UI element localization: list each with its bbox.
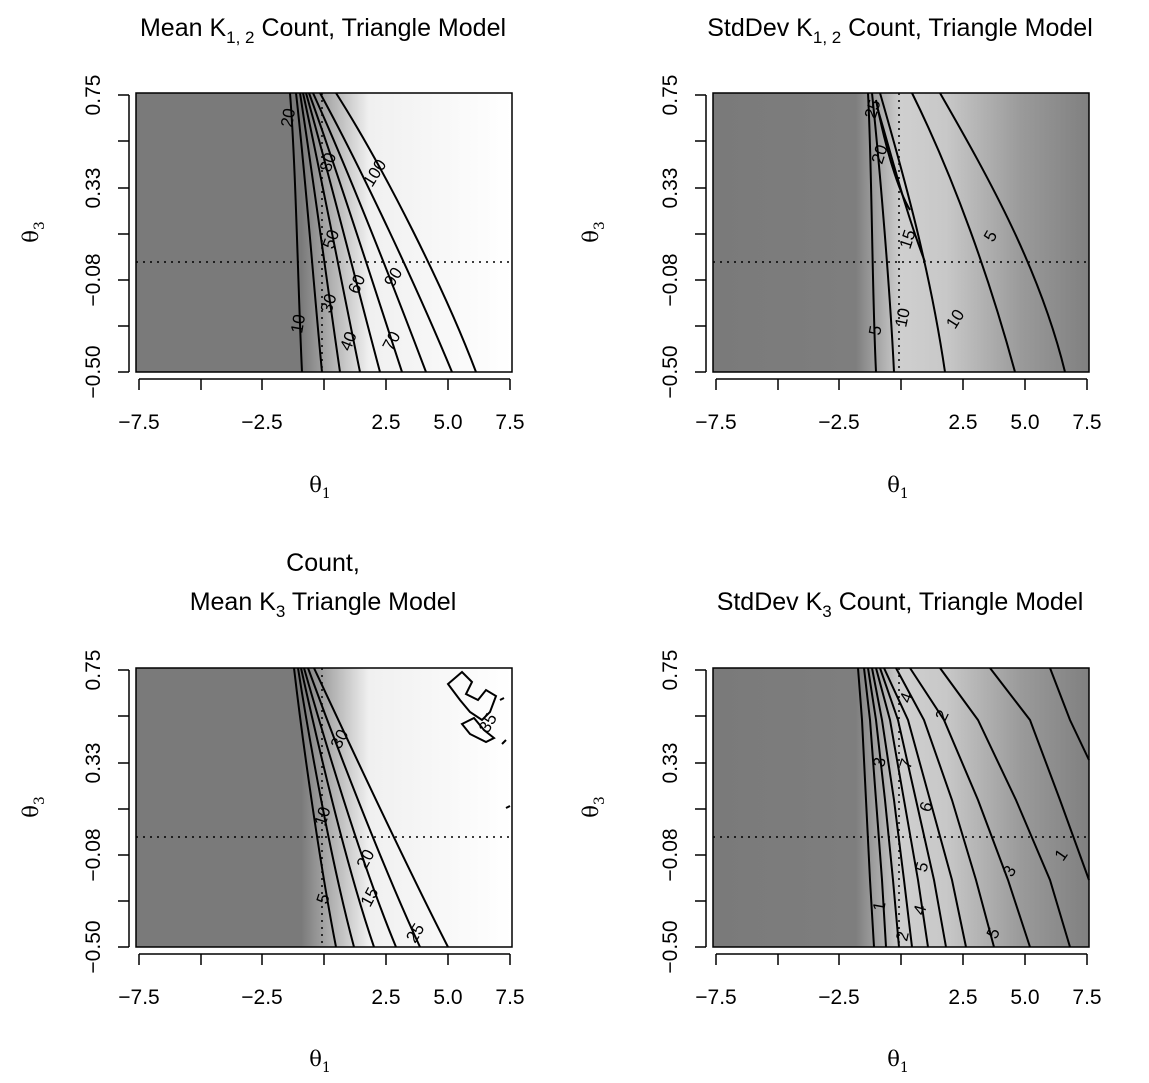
panel-mean-k12: Mean K1, 2 Count, Triangle Model 10 20 3… xyxy=(19,14,525,502)
y-tick-label: −0.50 xyxy=(659,345,682,398)
x-tick-label: 7.5 xyxy=(1072,411,1101,434)
x-axis xyxy=(139,954,510,965)
y-axis-label: θ3 xyxy=(579,221,608,243)
y-tick-label: −0.50 xyxy=(659,920,682,973)
contour-label: 10 xyxy=(891,306,914,328)
x-tick-labels: −7.5 −2.5 2.5 5.0 7.5 xyxy=(695,986,1101,1009)
x-tick-labels: −7.5 −2.5 2.5 5.0 7.5 xyxy=(695,411,1101,434)
y-tick-label: 0.75 xyxy=(82,75,105,116)
panel-title: Mean K3 Triangle Model xyxy=(190,588,457,621)
y-tick-label: −0.08 xyxy=(82,253,105,306)
x-tick-label: −7.5 xyxy=(695,411,736,434)
y-axis-label: θ3 xyxy=(579,796,608,818)
panel-title: Mean K1, 2 Count, Triangle Model xyxy=(140,14,506,47)
x-tick-label: 2.5 xyxy=(371,411,400,434)
x-tick-label: 7.5 xyxy=(1072,986,1101,1009)
y-tick-label: 0.33 xyxy=(82,743,105,784)
x-tick-label: −2.5 xyxy=(241,986,282,1009)
x-tick-label: 5.0 xyxy=(433,986,462,1009)
y-axis xyxy=(118,670,129,947)
x-tick-label: 5.0 xyxy=(1010,411,1039,434)
x-tick-labels: −7.5 −2.5 2.5 5.0 7.5 xyxy=(118,411,524,434)
contour-label: 20 xyxy=(277,107,299,129)
y-tick-label: 0.33 xyxy=(659,168,682,209)
y-tick-labels: 0.75 0.33 −0.08 −0.50 xyxy=(82,75,105,399)
x-tick-labels: −7.5 −2.5 2.5 5.0 7.5 xyxy=(118,986,524,1009)
x-tick-label: 7.5 xyxy=(495,411,524,434)
panel-title: StdDev K3 Count, Triangle Model xyxy=(717,588,1084,621)
x-tick-label: 2.5 xyxy=(371,986,400,1009)
panel-stddev-k12: StdDev K1, 2 Count, Triangle Model 5 10 … xyxy=(579,14,1102,502)
y-tick-label: 0.33 xyxy=(659,743,682,784)
x-axis-label: θ1 xyxy=(887,1047,909,1076)
x-tick-label: 5.0 xyxy=(1010,986,1039,1009)
y-tick-label: −0.08 xyxy=(82,828,105,881)
x-tick-label: −7.5 xyxy=(695,986,736,1009)
y-tick-labels: 0.75 0.33 −0.08 −0.50 xyxy=(82,650,105,974)
x-axis-label: θ1 xyxy=(309,473,331,502)
y-tick-label: 0.75 xyxy=(659,75,682,116)
x-tick-label: 2.5 xyxy=(948,411,977,434)
x-axis xyxy=(716,379,1087,390)
y-axis xyxy=(695,670,706,947)
y-axis-label: θ3 xyxy=(19,221,48,243)
x-axis-label: θ1 xyxy=(887,473,909,502)
x-tick-label: −2.5 xyxy=(818,986,859,1009)
y-axis-label: θ3 xyxy=(19,796,48,818)
x-axis xyxy=(716,954,1087,965)
x-tick-label: 7.5 xyxy=(495,986,524,1009)
x-tick-label: 5.0 xyxy=(433,411,462,434)
y-axis xyxy=(118,95,129,372)
y-tick-label: −0.50 xyxy=(82,920,105,973)
x-tick-label: −7.5 xyxy=(118,986,159,1009)
x-tick-label: 2.5 xyxy=(948,986,977,1009)
y-axis xyxy=(695,95,706,372)
x-tick-label: −7.5 xyxy=(118,411,159,434)
panel-title: StdDev K1, 2 Count, Triangle Model xyxy=(707,14,1093,47)
y-tick-labels: 0.75 0.33 −0.08 −0.50 xyxy=(659,650,682,974)
y-tick-label: −0.50 xyxy=(82,345,105,398)
x-tick-label: −2.5 xyxy=(818,411,859,434)
y-tick-label: −0.08 xyxy=(659,828,682,881)
y-tick-label: 0.75 xyxy=(82,650,105,691)
panel-title-line1: Count, xyxy=(286,549,360,577)
panel-stddev-k3: StdDev K3 Count, Triangle Model 1 2 3 4 … xyxy=(579,588,1102,1076)
y-tick-label: 0.75 xyxy=(659,650,682,691)
y-tick-labels: 0.75 0.33 −0.08 −0.50 xyxy=(659,75,682,399)
y-tick-label: 0.33 xyxy=(82,168,105,209)
x-tick-label: −2.5 xyxy=(241,411,282,434)
y-tick-label: −0.08 xyxy=(659,253,682,306)
panel-mean-k3: Count, Mean K3 Triangle Model 5 10 15 20… xyxy=(19,549,525,1076)
contour-label: 10 xyxy=(287,313,309,335)
x-axis-label: θ1 xyxy=(309,1047,331,1076)
x-axis xyxy=(139,379,510,390)
heatmap-area xyxy=(713,668,1089,947)
